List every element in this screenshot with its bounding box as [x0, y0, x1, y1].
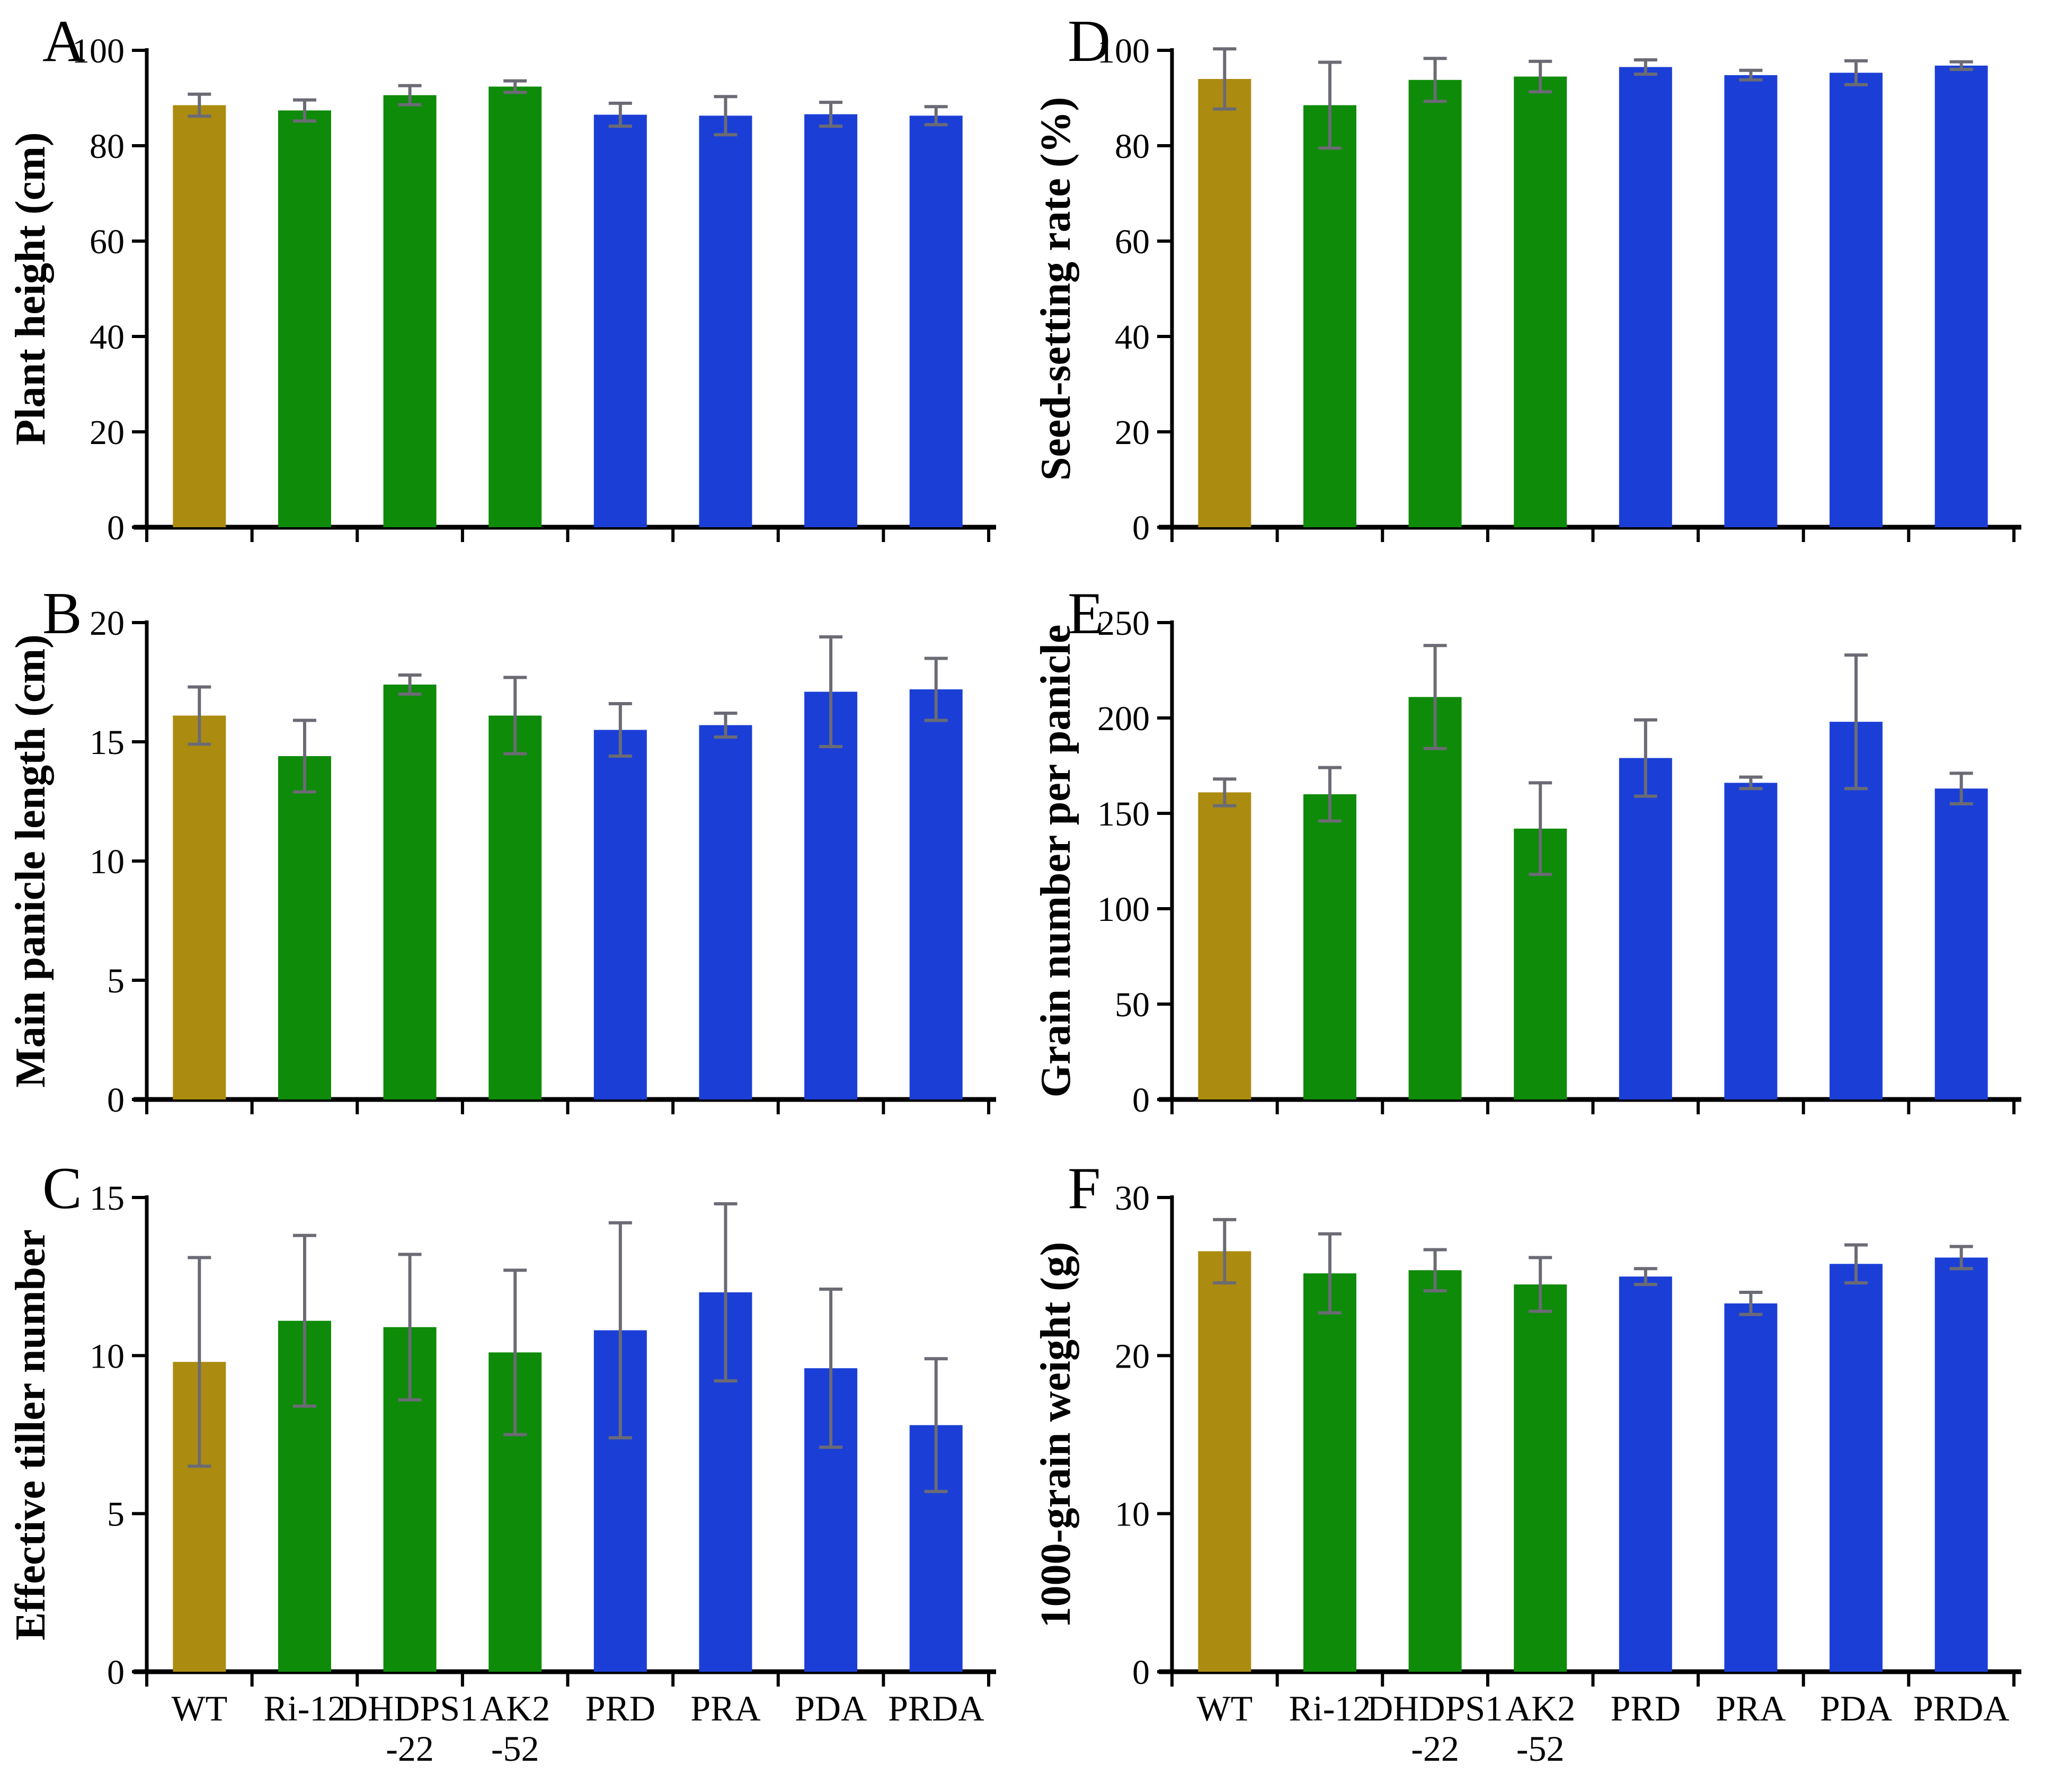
svg-text:10: 10 — [90, 842, 125, 881]
svg-text:0: 0 — [1132, 509, 1150, 547]
panel-main-panicle-length: B Main panicle length (cm) 0 5 10 15 20 — [0, 572, 1025, 1147]
panel-seed-setting-rate: D Seed-setting rate (%) 0 20 40 60 80 100 — [1025, 0, 2051, 572]
svg-text:30: 30 — [1115, 1179, 1150, 1218]
svg-text:250: 250 — [1097, 604, 1150, 643]
svg-text:20: 20 — [90, 413, 125, 452]
panel-letter-D: D — [1068, 8, 1111, 74]
svg-text:-22: -22 — [386, 1728, 434, 1769]
svg-text:Ri-12: Ri-12 — [263, 1688, 345, 1728]
bar-chart-seed-setting-rate: 0 20 40 60 80 100 — [1097, 32, 2021, 547]
svg-text:Ri-12: Ri-12 — [1289, 1688, 1371, 1728]
svg-text:WT: WT — [1196, 1688, 1253, 1728]
svg-text:50: 50 — [1115, 986, 1150, 1024]
svg-text:0: 0 — [107, 1653, 125, 1692]
svg-text:AK2: AK2 — [1505, 1688, 1575, 1728]
svg-text:20: 20 — [1115, 1337, 1150, 1376]
panel-effective-tiller-number: C Effective tiller number 0 5 10 15 WT Ri-12 D… — [0, 1147, 1025, 1792]
panel-plant-height: A Plant height (cm) 0 20 40 60 80 100 — [0, 0, 1025, 572]
bar-chart-grain-number: 0 50 100 150 200 250 — [1097, 604, 2021, 1120]
svg-text:0: 0 — [1132, 1081, 1150, 1120]
svg-text:40: 40 — [1115, 318, 1150, 357]
svg-text:DHDPS1: DHDPS1 — [342, 1688, 478, 1728]
svg-text:-52: -52 — [1516, 1728, 1565, 1769]
panel-letter-E: E — [1068, 581, 1104, 646]
svg-text:15: 15 — [90, 1179, 125, 1218]
panel-letter-B: B — [42, 581, 82, 646]
svg-text:100: 100 — [1097, 890, 1150, 929]
svg-text:AK2: AK2 — [480, 1688, 550, 1728]
panel-letter-F: F — [1068, 1156, 1101, 1221]
svg-text:PDA: PDA — [795, 1688, 867, 1728]
panel-letter-A: A — [42, 8, 85, 74]
svg-text:PRD: PRD — [585, 1688, 655, 1728]
panel-grain-number: E Grain number per panicle 0 50 100 150 200 2… — [1025, 572, 2051, 1147]
svg-text:60: 60 — [1115, 223, 1150, 261]
svg-text:100: 100 — [1097, 32, 1150, 70]
svg-text:100: 100 — [72, 32, 125, 70]
svg-text:60: 60 — [90, 223, 125, 261]
svg-text:DHDPS1: DHDPS1 — [1367, 1688, 1503, 1728]
panel-letter-C: C — [42, 1156, 82, 1221]
svg-text:40: 40 — [90, 318, 125, 357]
bar-chart-plant-height: 0 20 40 60 80 100 — [72, 32, 996, 547]
svg-text:0: 0 — [107, 1081, 125, 1120]
svg-text:5: 5 — [107, 1495, 125, 1534]
svg-text:20: 20 — [90, 604, 125, 643]
svg-text:150: 150 — [1097, 795, 1150, 833]
svg-text:10: 10 — [90, 1337, 125, 1376]
svg-text:80: 80 — [90, 127, 125, 166]
svg-text:-52: -52 — [491, 1728, 539, 1769]
svg-text:0: 0 — [107, 509, 125, 547]
svg-text:PRA: PRA — [1716, 1688, 1786, 1728]
svg-text:PRA: PRA — [690, 1688, 760, 1728]
svg-text:20: 20 — [1115, 413, 1150, 452]
svg-text:0: 0 — [1132, 1653, 1150, 1692]
svg-text:PRD: PRD — [1611, 1688, 1681, 1728]
svg-text:WT: WT — [171, 1688, 227, 1728]
panel-1000-grain-weight: F 1000-grain weight (g) 0 10 20 30 WT Ri-12 DH… — [1025, 1147, 2051, 1792]
svg-text:-22: -22 — [1411, 1728, 1459, 1769]
svg-text:10: 10 — [1115, 1495, 1150, 1534]
svg-text:80: 80 — [1115, 127, 1150, 166]
svg-text:5: 5 — [107, 962, 125, 1000]
svg-text:PDA: PDA — [1820, 1688, 1892, 1728]
svg-text:15: 15 — [90, 723, 125, 762]
svg-text:200: 200 — [1097, 699, 1150, 738]
svg-text:PRDA: PRDA — [888, 1688, 984, 1728]
bar-chart-main-panicle-length: 0 5 10 15 20 — [90, 604, 996, 1120]
svg-text:PRDA: PRDA — [1913, 1688, 2009, 1728]
